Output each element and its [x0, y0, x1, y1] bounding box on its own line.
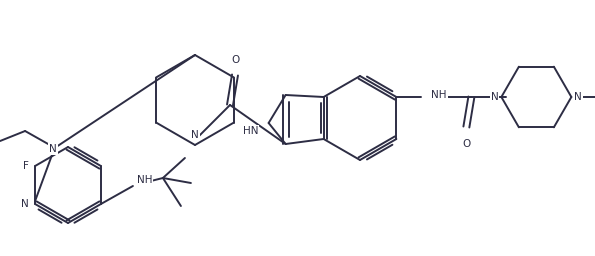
Text: NH: NH [431, 90, 447, 100]
Text: O: O [231, 55, 239, 65]
Text: N: N [49, 144, 57, 154]
Text: NH: NH [137, 175, 152, 185]
Text: N: N [21, 199, 29, 209]
Text: F: F [23, 161, 29, 171]
Text: N: N [574, 92, 582, 102]
Text: N: N [491, 92, 499, 102]
Text: O: O [462, 139, 471, 149]
Text: HN: HN [243, 126, 259, 136]
Text: N: N [191, 130, 199, 140]
